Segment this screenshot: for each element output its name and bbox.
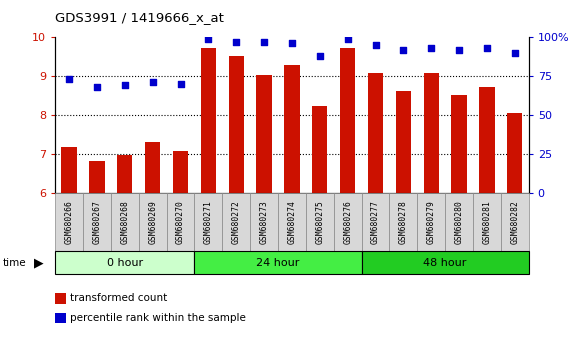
Text: GSM680273: GSM680273 [260,200,268,244]
Text: percentile rank within the sample: percentile rank within the sample [70,313,246,323]
Text: ▶: ▶ [34,256,44,269]
Bar [368,73,383,193]
Bar [145,142,160,193]
Point [204,36,213,41]
Text: GSM680276: GSM680276 [343,200,352,244]
Text: GSM680280: GSM680280 [454,200,464,244]
Point [510,50,519,56]
Text: GSM680282: GSM680282 [510,200,519,244]
Text: GDS3991 / 1419666_x_at: GDS3991 / 1419666_x_at [55,11,224,24]
Bar [200,48,216,193]
Point [232,39,241,45]
Text: time: time [3,258,27,268]
Bar [89,161,105,193]
Point [371,42,380,48]
Point [92,84,102,90]
Text: GSM680272: GSM680272 [232,200,241,244]
Text: GSM680268: GSM680268 [120,200,130,244]
Text: GSM680278: GSM680278 [399,200,408,244]
Text: GSM680267: GSM680267 [92,200,102,244]
Text: 0 hour: 0 hour [107,258,143,268]
Bar [507,113,522,193]
Text: GSM680275: GSM680275 [315,200,324,244]
Bar [117,155,132,193]
Text: transformed count: transformed count [70,293,167,303]
Bar [284,65,300,193]
Text: GSM680270: GSM680270 [176,200,185,244]
Point [120,82,130,88]
Bar [312,107,328,193]
Text: GSM680271: GSM680271 [204,200,213,244]
Bar [173,151,188,193]
Text: GSM680277: GSM680277 [371,200,380,244]
Point [454,47,464,52]
Point [176,81,185,87]
Bar [396,91,411,193]
Point [399,47,408,52]
Point [64,76,74,82]
Point [343,36,352,41]
Bar [479,87,494,193]
Text: 48 hour: 48 hour [424,258,467,268]
Text: 24 hour: 24 hour [256,258,300,268]
Point [482,45,492,51]
Text: GSM680269: GSM680269 [148,200,157,244]
Bar [228,56,244,193]
Point [426,45,436,51]
Text: GSM680266: GSM680266 [64,200,74,244]
Text: GSM680279: GSM680279 [426,200,436,244]
Point [287,41,296,46]
Text: GSM680274: GSM680274 [288,200,296,244]
Bar [424,73,439,193]
Bar [340,48,356,193]
Text: GSM680281: GSM680281 [482,200,492,244]
Bar [62,147,77,193]
Point [148,80,157,85]
Point [315,53,324,59]
Bar [256,75,272,193]
Bar [451,95,467,193]
Point [260,39,269,45]
